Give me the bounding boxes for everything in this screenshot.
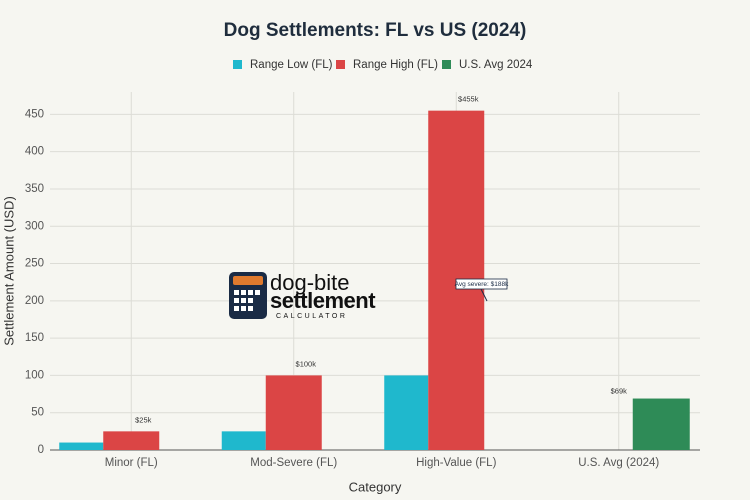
bar <box>632 398 690 450</box>
legend-label: Range Low (FL) <box>250 59 333 71</box>
logo-keys <box>234 290 260 311</box>
chart-title: Dog Settlements: FL vs US (2024) <box>224 20 527 41</box>
legend-label: U.S. Avg 2024 <box>459 59 533 71</box>
x-tick-label: Minor (FL) <box>105 457 158 469</box>
x-tick-label: Mod-Severe (FL) <box>250 457 337 469</box>
y-tick-label: 150 <box>25 332 44 344</box>
y-tick-label: 50 <box>31 407 44 419</box>
logo-screen <box>233 276 263 285</box>
x-axis-label: Category <box>349 479 402 494</box>
y-tick-label: 450 <box>25 108 44 120</box>
value-label: $100k <box>296 359 317 368</box>
annotation: Avg severe: $188k <box>455 281 509 288</box>
y-tick-label: 300 <box>25 220 44 232</box>
y-tick-label: 400 <box>25 146 44 158</box>
bar <box>384 375 429 450</box>
x-tick-label: U.S. Avg (2024) <box>578 457 659 469</box>
bar <box>265 375 322 450</box>
legend-label: Range High (FL) <box>353 59 438 71</box>
value-label: $69k <box>611 387 628 396</box>
watermark: dog-bite settlement CALCULATOR <box>229 270 377 320</box>
logo-line: settlement <box>270 288 376 313</box>
bar <box>103 431 160 450</box>
value-label: $455k <box>458 95 479 104</box>
legend-swatch <box>442 60 451 69</box>
annotation-box <box>455 278 508 290</box>
y-tick-label: 200 <box>25 295 44 307</box>
value-label: $25k <box>135 415 152 424</box>
x-tick-label: High-Value (FL) <box>416 457 496 469</box>
legend-swatch <box>233 60 242 69</box>
bar <box>221 431 266 450</box>
annotation-arrow <box>480 288 488 302</box>
y-tick-label: 350 <box>25 183 44 195</box>
legend-swatch <box>336 60 345 69</box>
logo-line: CALCULATOR <box>276 313 347 320</box>
y-tick-label: 250 <box>25 258 44 270</box>
logo-line: dog-bite <box>270 270 350 295</box>
y-tick-label: 0 <box>38 444 44 456</box>
y-tick-label: 100 <box>25 369 44 381</box>
bar <box>59 442 104 450</box>
y-axis-label: Settlement Amount (USD) <box>1 196 16 346</box>
